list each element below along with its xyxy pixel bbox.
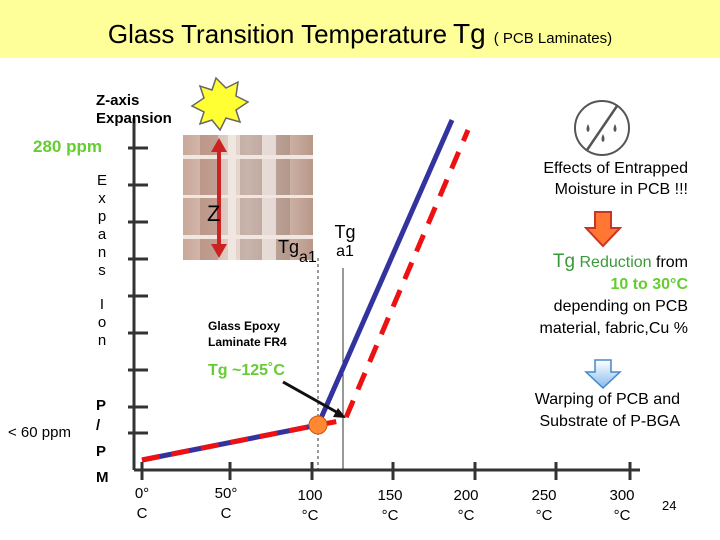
y-axis-title-line2: Expansion [96, 110, 172, 127]
warping-note: Warping of PCB and Substrate of P-BGA [470, 389, 680, 433]
x-tick-unit: °C [381, 507, 399, 524]
x-tick-label: 200 °C [436, 486, 496, 526]
y-letter: n [97, 332, 107, 349]
tg-moist-label: Tg a1 [330, 222, 360, 261]
x-tick-unit: C [220, 505, 232, 522]
reduction-line4: material, fabric,Cu % [539, 320, 689, 337]
x-tick-label: 50° C [196, 484, 256, 524]
tg-dry-label: Tga1 [278, 237, 317, 266]
moisture-line1: Effects of Entrapped [543, 160, 688, 177]
pcb-cross-section-image [183, 135, 313, 260]
tg-moist-sub: a1 [336, 243, 354, 260]
y-letter: M [96, 469, 109, 486]
y-letter: P [96, 443, 107, 460]
y-letter: E [96, 172, 107, 189]
page-title: Glass Transition Temperature Tg ( PCB Lami… [0, 18, 720, 50]
title-main: Glass Transition Temperature [107, 19, 448, 49]
tg-moist-main: Tg [334, 222, 356, 242]
x-tick-label: 0° C [112, 484, 172, 524]
reduction-word: Reduction [579, 254, 652, 271]
y-axis-title: Z-axis Expansion [96, 92, 172, 128]
tg-pointer-arrow [282, 380, 341, 416]
title-suffix: ( PCB Laminates) [493, 30, 613, 47]
reduction-range: 10 to 30°C [610, 276, 688, 293]
reduction-tg: Tg [552, 251, 576, 272]
warping-line2: Substrate of P-BGA [539, 413, 680, 430]
tg-dry-sub: a1 [299, 249, 317, 266]
reduction-line3: depending on PCB [553, 298, 688, 315]
z-expansion-arrow [211, 138, 227, 258]
tg-pointer-arrowhead [333, 408, 346, 418]
x-tick-label: 150 °C [360, 486, 420, 526]
axes [128, 118, 640, 480]
tg-value-label: Tg ~125˚C [208, 362, 285, 379]
x-tick-unit: °C [457, 507, 475, 524]
reduction-from: from [656, 254, 688, 271]
x-tick-value: 150 [377, 487, 403, 504]
y-letter: n [97, 244, 107, 261]
x-tick-label: 100 °C [280, 486, 340, 526]
x-tick-value: 50° [214, 485, 238, 502]
x-tick-unit: °C [301, 507, 319, 524]
x-tick-unit: C [136, 505, 148, 522]
tg-dry-main: Tg [278, 237, 300, 257]
x-tick-value: 0° [134, 485, 150, 502]
page-number: 24 [662, 498, 677, 513]
moisture-line2: Moisture in PCB !!! [554, 181, 688, 198]
y-letter: p [97, 208, 107, 225]
moisture-effect-arrow-icon [583, 211, 623, 248]
y-axis-title-line1: Z-axis [96, 92, 140, 109]
title-bar [0, 0, 720, 58]
x-tick-value: 100 [297, 487, 323, 504]
material-line1: Glass Epoxy [208, 319, 281, 333]
material-label: Glass Epoxy Laminate FR4 [208, 318, 287, 350]
title-symbol: Tg [453, 18, 486, 49]
x-tick-value: 300 [609, 487, 635, 504]
material-line2: Laminate FR4 [208, 335, 287, 349]
y-bottom-value: < 60 ppm [8, 424, 71, 441]
x-tick-value: 250 [531, 487, 557, 504]
y-letter: s [98, 262, 106, 279]
y-axis-letters-ppm: P / P M [96, 396, 109, 488]
y-letter: P [96, 397, 107, 414]
tg-reduction-note: Tg Reduction from 10 to 30°C depending o… [440, 251, 689, 340]
y-axis-letters-expansion: E x p a n s [94, 172, 110, 280]
expansion-curve-moist [141, 129, 471, 463]
x-tick-value: 200 [453, 487, 479, 504]
starburst-icon [190, 76, 250, 132]
warping-line1: Warping of PCB and [534, 391, 680, 408]
x-tick-unit: °C [535, 507, 553, 524]
moisture-note: Effects of Entrapped Moisture in PCB !!! [470, 158, 688, 200]
warping-arrow-icon [584, 359, 622, 390]
z-label: Z [207, 201, 221, 226]
x-tick-label: 300 °C [592, 486, 652, 526]
no-moisture-icon [574, 100, 630, 156]
reduction-line1: Tg Reduction from [440, 251, 688, 274]
x-tick-unit: °C [613, 507, 631, 524]
y-letter: x [98, 190, 106, 207]
y-top-value: 280 ppm [33, 137, 102, 156]
y-axis-letters-ion: I o n [94, 296, 110, 350]
x-tick-label: 250 °C [514, 486, 574, 526]
y-letter: I [99, 296, 105, 313]
y-letter: a [97, 226, 107, 243]
y-letter: o [97, 314, 107, 331]
tg-transition-point [308, 415, 328, 435]
y-letter: / [96, 417, 101, 434]
